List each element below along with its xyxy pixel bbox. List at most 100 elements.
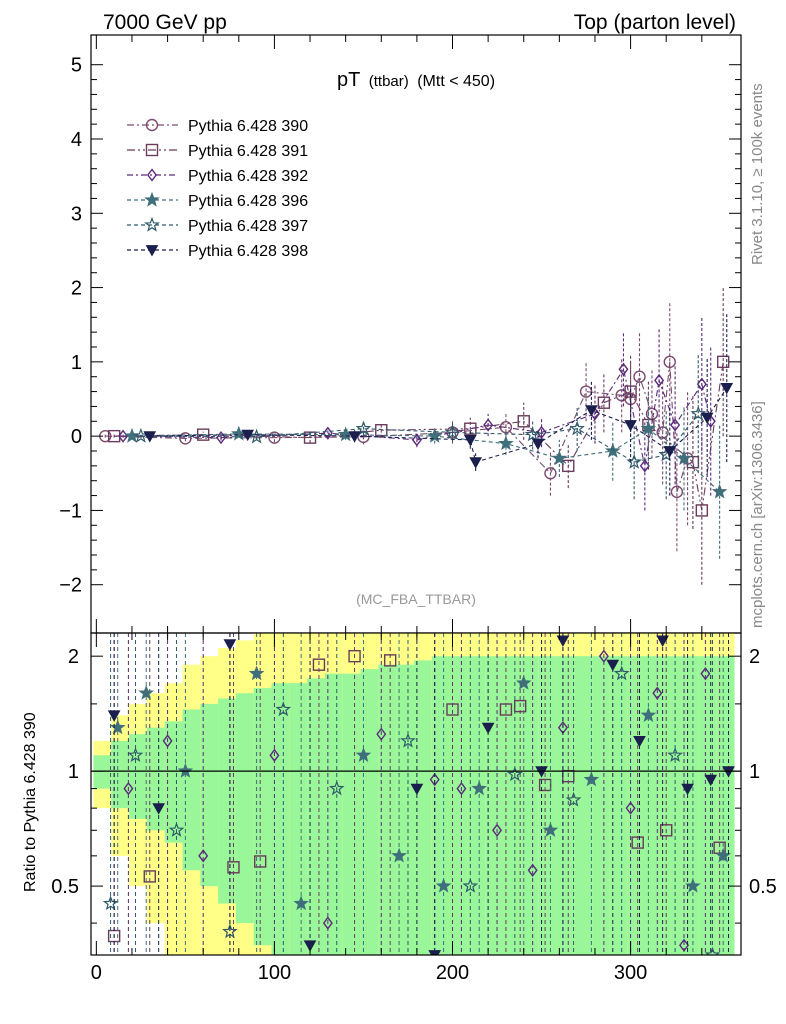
legend-item-s391: Pythia 6.428 391 [127, 143, 308, 160]
ratio-point [681, 783, 694, 796]
legend: Pythia 6.428 390 Pythia 6.428 391 Pythia 6… [127, 118, 308, 260]
ratio-point [123, 781, 134, 796]
ratio-point [248, 665, 265, 681]
ratio-y-tick-label-right: 0.5 [749, 876, 777, 898]
ratio-point [656, 635, 669, 647]
ratio-point [527, 863, 538, 877]
ratio-point [499, 703, 513, 716]
ratio-point [410, 783, 424, 796]
ratio-point [631, 836, 644, 849]
series-s398 [143, 313, 734, 496]
band-1sigma [431, 656, 450, 955]
band-1sigma [609, 656, 628, 955]
data-point [531, 438, 545, 451]
data-point [604, 442, 621, 458]
ratio-point [625, 801, 636, 815]
data-point [626, 453, 642, 469]
ratio-point [109, 719, 126, 735]
ratio-point [293, 895, 309, 911]
band-1sigma [716, 656, 735, 955]
data-point [720, 382, 734, 395]
data-point [517, 415, 530, 428]
ratio-point [322, 916, 333, 930]
series-line-s390 [105, 361, 689, 493]
ratio-plot-data [91, 633, 741, 955]
band-1sigma [289, 683, 308, 955]
ratio-point [303, 940, 317, 952]
band-1sigma [307, 678, 325, 955]
data-point [469, 457, 483, 469]
data-point [618, 362, 629, 376]
data-point [444, 424, 461, 440]
ratio-point [667, 747, 683, 762]
ratio-y-tick-label: 1 [68, 761, 79, 783]
ratio-point [715, 847, 732, 863]
ratio-point [400, 732, 416, 748]
ratio-point [471, 780, 488, 796]
legend-marker [145, 143, 159, 157]
ratio-frame [90, 632, 742, 956]
band-1sigma [592, 656, 610, 955]
ratio-axes: 0.5 0.5 1 1 2 2 0 100 200 300 [51, 633, 777, 984]
ratio-ylabel: Ratio to Pythia 6.428 390 [22, 712, 39, 892]
data-point [663, 446, 677, 458]
data-point [690, 405, 706, 421]
legend-label: Pythia 6.428 391 [188, 143, 308, 160]
x-tick-label: 0 [91, 962, 102, 984]
ratio-point [312, 658, 326, 671]
band-1sigma [681, 656, 699, 955]
legend-label: Pythia 6.428 398 [188, 243, 308, 260]
ratio-bands [93, 633, 735, 955]
band-1sigma [129, 734, 147, 819]
band-1sigma [182, 709, 201, 871]
data-point [670, 418, 681, 432]
data-point [524, 426, 541, 442]
data-point [179, 432, 192, 445]
band-1sigma [324, 673, 343, 955]
ratio-point [138, 684, 155, 700]
ratio-point [355, 747, 372, 762]
ratio-point [556, 635, 570, 647]
band-1sigma [645, 656, 664, 955]
legend-label: Pythia 6.428 396 [188, 193, 308, 210]
series-s392 [118, 317, 716, 511]
ratio-point [462, 877, 479, 893]
data-point [463, 434, 477, 447]
series-line-s397 [140, 413, 699, 463]
y-tick-label: −1 [59, 500, 82, 522]
ratio-point [704, 946, 721, 955]
ratio-point [429, 772, 440, 787]
ratio-point [223, 639, 237, 651]
ratio-point [679, 938, 690, 952]
data-point [216, 430, 226, 445]
band-1sigma [627, 656, 646, 955]
data-point [579, 385, 593, 398]
legend-item-s396: Pythia 6.428 396 [127, 191, 308, 210]
data-point [700, 412, 714, 425]
ratio-y-tick-label: 2 [68, 646, 79, 668]
y-tick-label: −2 [59, 575, 82, 597]
legend-label: Pythia 6.428 392 [188, 168, 308, 185]
data-point [716, 355, 730, 369]
ratio-y-tick-label: 0.5 [51, 876, 79, 898]
ratio-point [376, 727, 387, 741]
ratio-point [275, 701, 292, 717]
data-point [624, 420, 637, 432]
legend-marker [145, 245, 159, 257]
data-point [711, 483, 728, 499]
band-1sigma [200, 703, 219, 887]
ratio-point [652, 686, 663, 700]
ratio-point [583, 771, 600, 787]
y-tick-label: 1 [71, 352, 82, 374]
ratio-point [660, 824, 673, 837]
data-point [143, 431, 157, 443]
ratio-point [428, 950, 442, 955]
analysis-watermark: (MC_FBA_TTBAR) [356, 591, 476, 607]
data-point [676, 450, 692, 466]
ratio-point [107, 710, 121, 722]
legend-item-s397: Pythia 6.428 397 [127, 216, 308, 235]
ratio-point [348, 649, 361, 663]
x-tick-label: 200 [436, 962, 469, 984]
ratio-point [704, 774, 718, 787]
data-point [268, 431, 281, 444]
